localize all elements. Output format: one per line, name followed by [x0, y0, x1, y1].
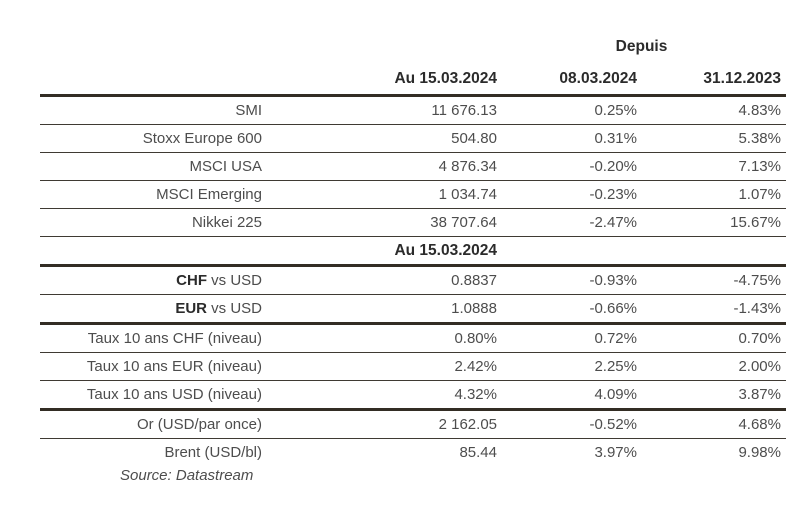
change-since-ytd: 0.70%: [738, 330, 781, 347]
change-since-ytd: -1.43%: [733, 300, 781, 317]
change-since-week: 4.09%: [594, 386, 637, 403]
header-depuis: Depuis: [615, 38, 668, 55]
change-since-ytd: 15.67%: [730, 214, 781, 231]
value-current: 11 676.13: [431, 102, 497, 119]
row-label: Taux 10 ans USD (niveau): [86, 386, 262, 403]
table-row-rate-usd: Taux 10 ans USD (niveau) 4.32% 4.09% 3.8…: [40, 381, 786, 410]
row-label: Taux 10 ans CHF (niveau): [87, 330, 262, 347]
row-label: CHF vs USD: [40, 266, 267, 295]
value-current: 2 162.05: [438, 416, 497, 433]
row-label: MSCI Emerging: [156, 186, 262, 203]
table-row-depuis: Depuis: [40, 36, 786, 58]
change-since-ytd: -4.75%: [733, 272, 781, 289]
empty-cell: [267, 36, 502, 58]
table-row-smi: SMI 11 676.13 0.25% 4.83%: [40, 96, 786, 125]
change-since-week: -0.66%: [589, 300, 637, 317]
change-since-week: 0.31%: [594, 130, 637, 147]
change-since-week: 0.25%: [594, 102, 637, 119]
value-current: 0.8837: [451, 272, 497, 289]
currency-pair-suffix: vs USD: [206, 272, 262, 289]
row-label: MSCI USA: [189, 158, 262, 175]
change-since-week: 3.97%: [594, 444, 637, 461]
value-current: 2.42%: [454, 358, 497, 375]
empty-cell: [40, 36, 267, 58]
value-current: 4 876.34: [438, 158, 497, 175]
table-row-chf-usd: CHF vs USD 0.8837 -0.93% -4.75%: [40, 266, 786, 295]
change-since-ytd: 9.98%: [738, 444, 781, 461]
market-data-table: Depuis Au 15.03.2024 08.03.2024 31.12.20…: [40, 36, 786, 466]
value-current: 85.44: [459, 444, 497, 461]
change-since-ytd: 1.07%: [738, 186, 781, 203]
empty-cell: [40, 237, 267, 266]
row-label: Stoxx Europe 600: [142, 130, 262, 147]
table-row-rate-chf: Taux 10 ans CHF (niveau) 0.80% 0.72% 0.7…: [40, 324, 786, 353]
change-since-ytd: 3.87%: [738, 386, 781, 403]
currency-code: EUR: [175, 300, 207, 317]
value-current: 38 707.64: [430, 214, 497, 231]
table-header-row: Au 15.03.2024 08.03.2024 31.12.2023: [40, 58, 786, 96]
value-current: 4.32%: [454, 386, 497, 403]
table-row-msci-emerging: MSCI Emerging 1 034.74 -0.23% 1.07%: [40, 181, 786, 209]
mid-section-date-header: Au 15.03.2024: [394, 241, 497, 259]
value-current: 1.0888: [451, 300, 497, 317]
row-label: Brent (USD/bl): [164, 444, 262, 461]
change-since-ytd: 4.83%: [738, 102, 781, 119]
empty-cell: [502, 237, 642, 266]
row-label: Nikkei 225: [191, 214, 262, 231]
change-since-week: -0.52%: [589, 416, 637, 433]
change-since-ytd: 7.13%: [738, 158, 781, 175]
header-col-current-date: Au 15.03.2024: [394, 70, 497, 87]
change-since-week: 2.25%: [594, 358, 637, 375]
value-current: 0.80%: [454, 330, 497, 347]
header-col-ytd-date: 31.12.2023: [703, 70, 781, 87]
table-row-stoxx: Stoxx Europe 600 504.80 0.31% 5.38%: [40, 125, 786, 153]
value-current: 504.80: [451, 130, 497, 147]
table-row-eur-usd: EUR vs USD 1.0888 -0.66% -1.43%: [40, 295, 786, 324]
value-current: 1 034.74: [438, 186, 497, 203]
change-since-week: -0.93%: [589, 272, 637, 289]
change-since-ytd: 5.38%: [738, 130, 781, 147]
table-row-msci-usa: MSCI USA 4 876.34 -0.20% 7.13%: [40, 153, 786, 181]
table-row-gold: Or (USD/par once) 2 162.05 -0.52% 4.68%: [40, 410, 786, 439]
change-since-week: -0.23%: [589, 186, 637, 203]
empty-cell: [40, 58, 267, 96]
table-row-mid-header: Au 15.03.2024: [40, 237, 786, 266]
empty-cell: [642, 237, 786, 266]
currency-pair-suffix: vs USD: [206, 300, 262, 317]
change-since-ytd: 4.68%: [738, 416, 781, 433]
table-row-rate-eur: Taux 10 ans EUR (niveau) 2.42% 2.25% 2.0…: [40, 353, 786, 381]
source-note: Source: Datastream: [120, 467, 254, 484]
table-row-brent: Brent (USD/bl) 85.44 3.97% 9.98%: [40, 439, 786, 467]
currency-code: CHF: [176, 272, 207, 289]
header-col-week-date: 08.03.2024: [559, 70, 637, 87]
change-since-week: 0.72%: [594, 330, 637, 347]
change-since-ytd: 2.00%: [738, 358, 781, 375]
row-label: Taux 10 ans EUR (niveau): [86, 358, 262, 375]
row-label: SMI: [235, 102, 262, 119]
table-row-nikkei: Nikkei 225 38 707.64 -2.47% 15.67%: [40, 209, 786, 237]
change-since-week: -2.47%: [589, 214, 637, 231]
row-label: Or (USD/par once): [136, 416, 262, 433]
row-label: EUR vs USD: [40, 295, 267, 324]
change-since-week: -0.20%: [589, 158, 637, 175]
